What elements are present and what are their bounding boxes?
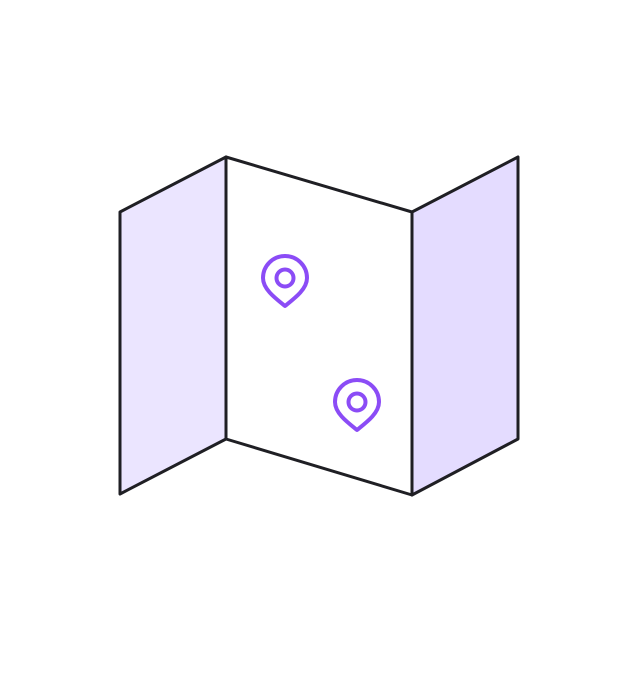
map-center-panel	[224, 155, 414, 497]
location-pin-icon	[261, 254, 309, 308]
map-left-panel	[118, 155, 228, 496]
location-pin-icon	[333, 378, 381, 432]
map-right-panel	[410, 155, 520, 497]
